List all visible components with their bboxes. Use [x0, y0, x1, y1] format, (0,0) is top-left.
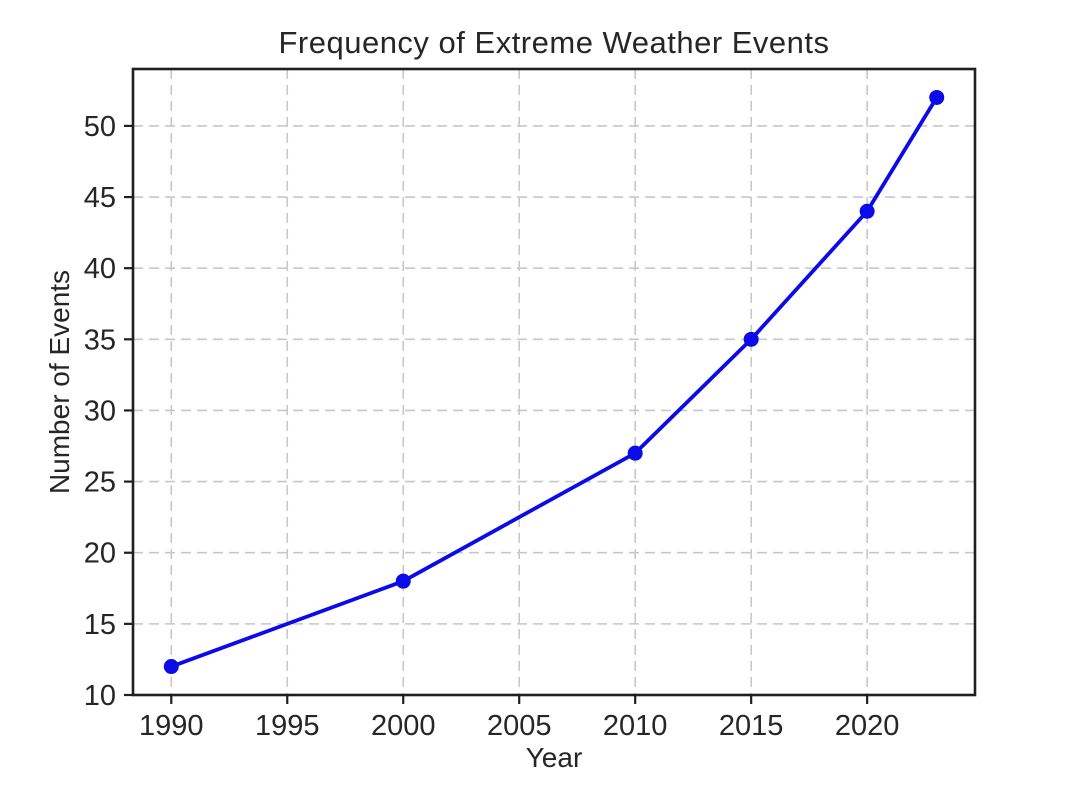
chart-title: Frequency of Extreme Weather Events — [278, 25, 830, 60]
y-tick-label: 30 — [84, 395, 116, 427]
data-point-2023 — [929, 89, 945, 105]
x-tick-label: 2000 — [371, 710, 436, 742]
y-tick-label: 25 — [84, 467, 116, 499]
data-point-1990 — [163, 659, 179, 675]
data-point-2020 — [859, 203, 875, 219]
y-tick-label: 35 — [84, 324, 116, 356]
x-tick-label: 1990 — [139, 710, 204, 742]
y-tick-label: 50 — [84, 111, 116, 143]
x-tick-label: 2015 — [719, 710, 784, 742]
data-line — [169, 95, 939, 669]
y-tick-label: 10 — [84, 680, 116, 712]
data-point-2010 — [627, 445, 643, 461]
y-tick-label: 20 — [84, 538, 116, 570]
x-tick-label: 2005 — [487, 710, 552, 742]
data-point-2015 — [743, 331, 759, 347]
data-point-2000 — [395, 573, 411, 589]
x-tick-label: 1995 — [255, 710, 320, 742]
axes-frame — [131, 67, 977, 697]
y-tick-label: 45 — [84, 182, 116, 214]
y-tick-label: 15 — [84, 609, 116, 641]
x-axis-label: Year — [525, 742, 583, 773]
x-tick-label: 2020 — [835, 710, 900, 742]
x-tick-label: 2010 — [603, 710, 668, 742]
y-tick-label: 40 — [84, 253, 116, 285]
y-axis-label: Number of Events — [44, 269, 75, 495]
